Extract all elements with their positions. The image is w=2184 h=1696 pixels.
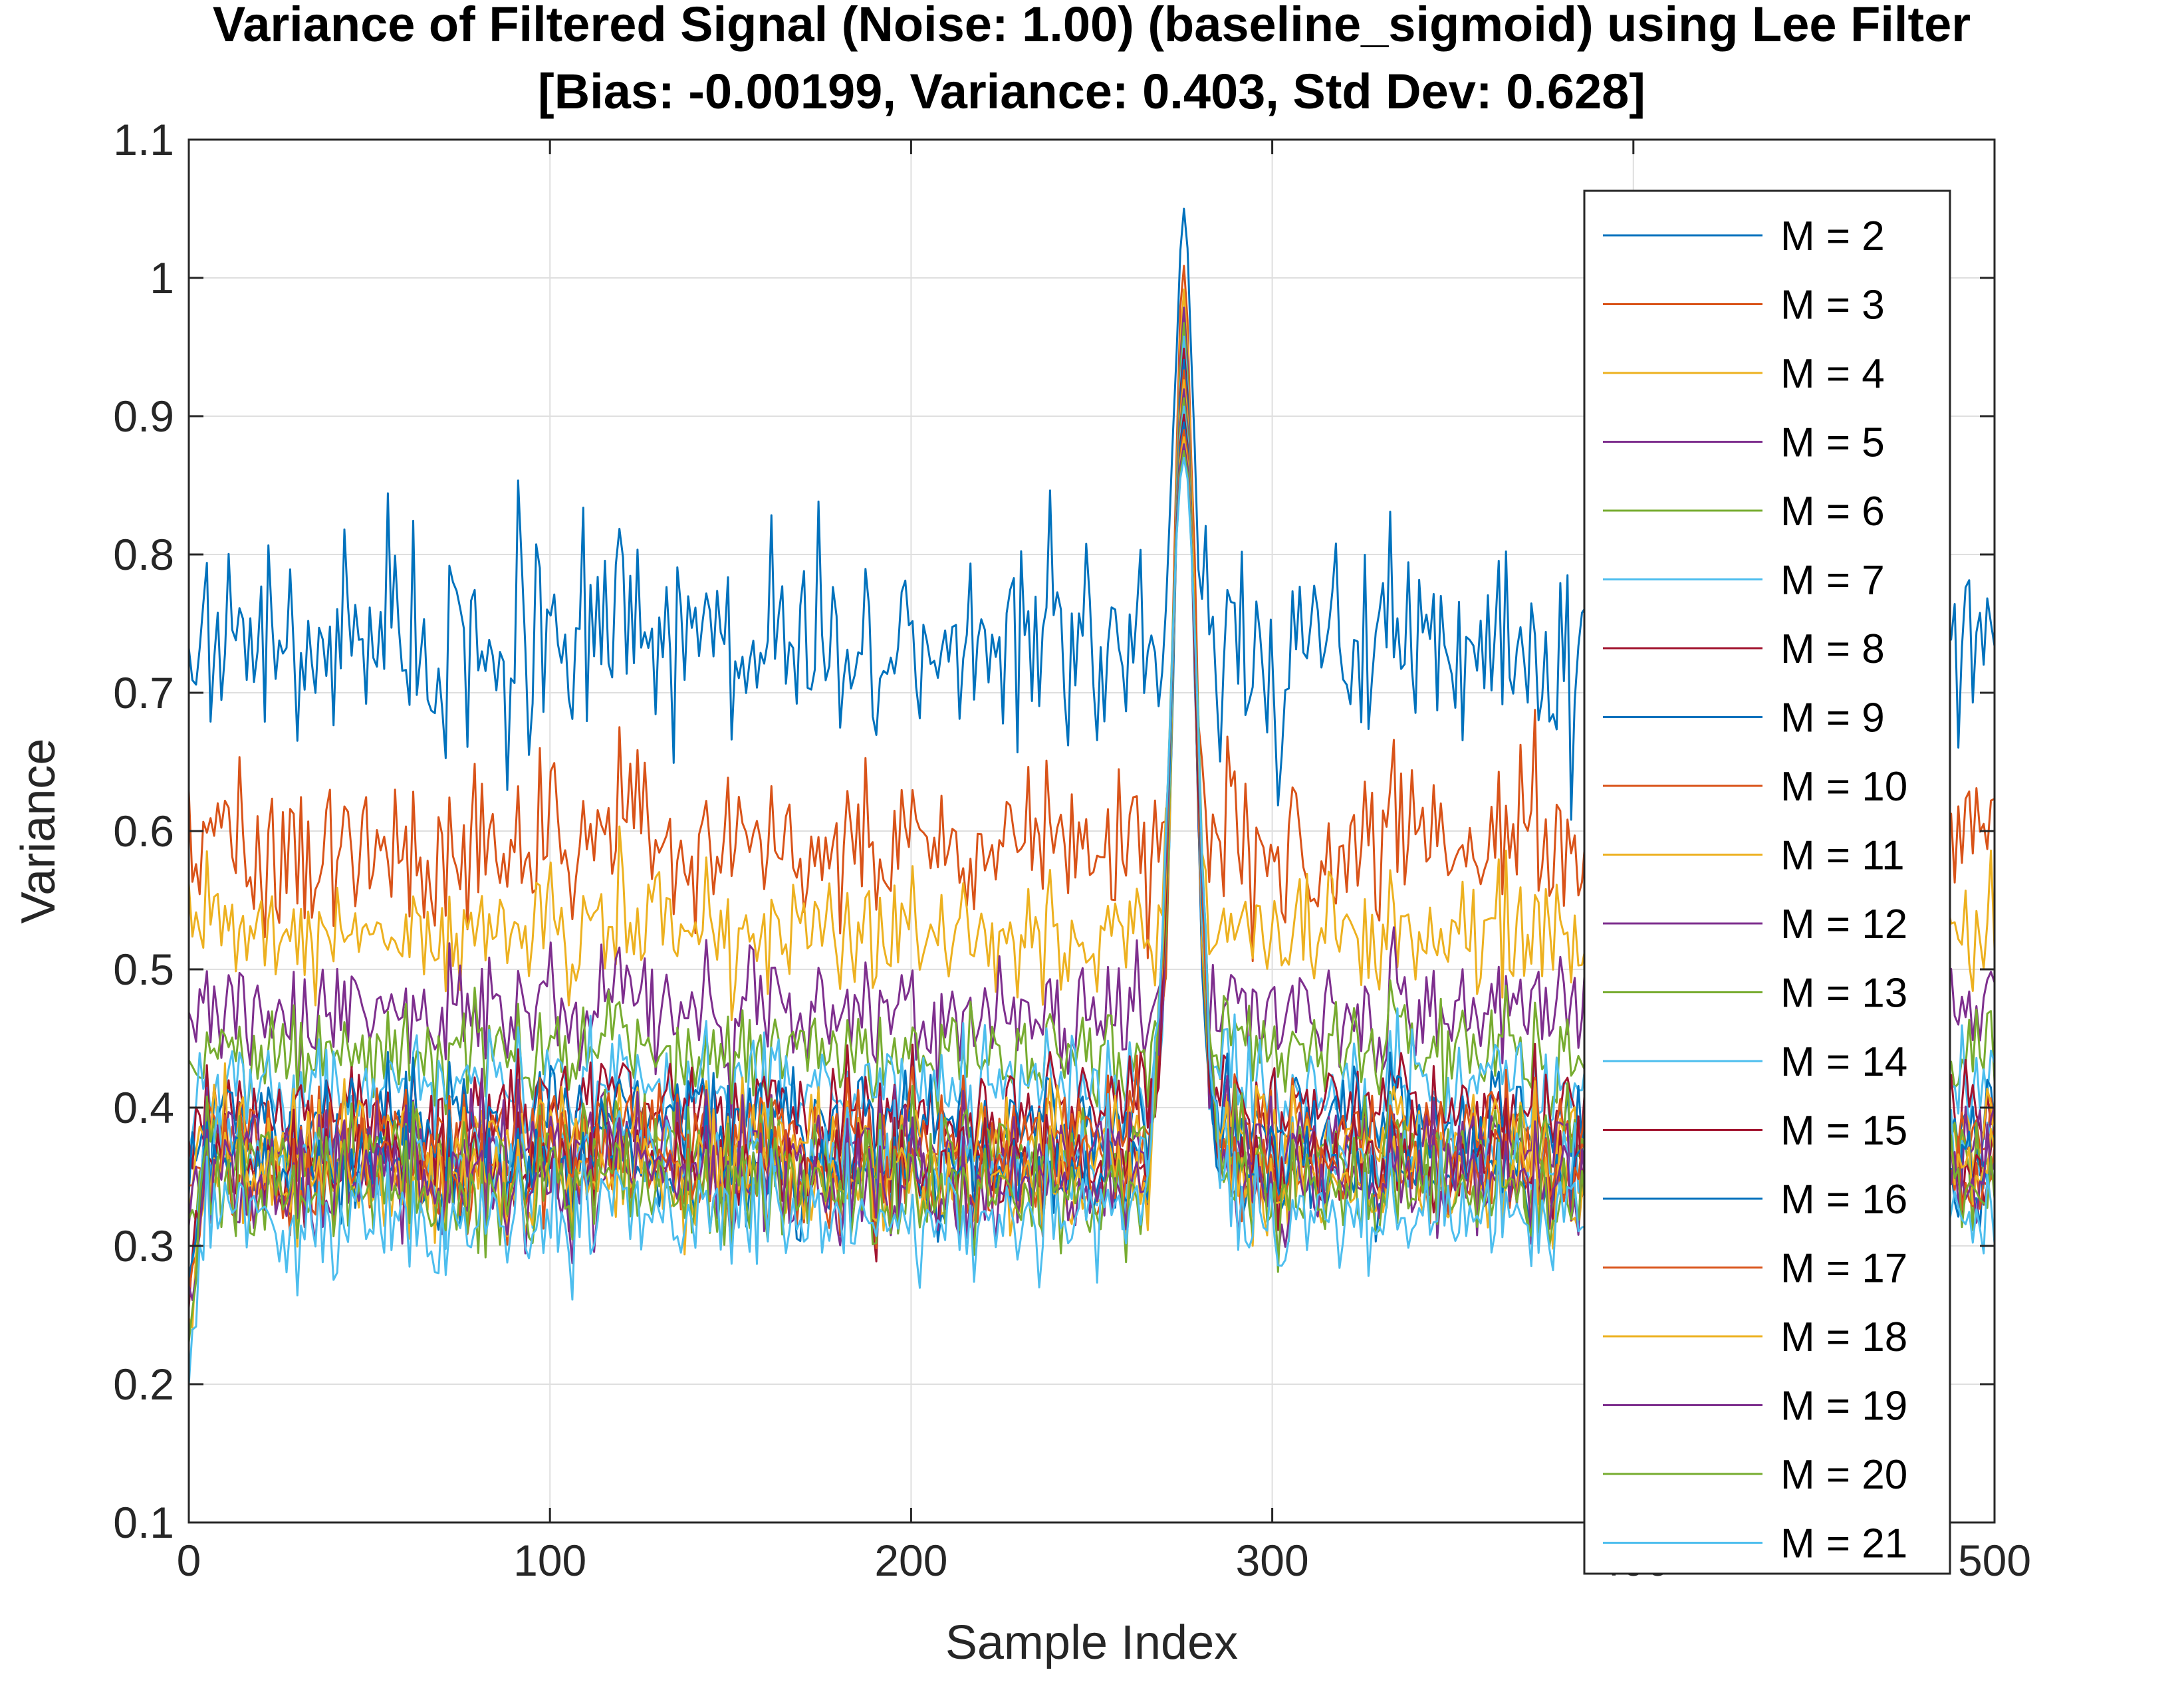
legend-entry-label: M = 16 <box>1780 1177 1907 1223</box>
chart-title-line-2: [Bias: -0.00199, Variance: 0.403, Std De… <box>538 64 1645 119</box>
legend-box <box>1583 189 1951 1575</box>
y-tick-label: 0.7 <box>113 668 174 717</box>
legend-entry-label: M = 19 <box>1780 1384 1907 1429</box>
legend-entry-label: M = 21 <box>1780 1521 1907 1567</box>
y-tick-label: 1.1 <box>113 115 174 164</box>
legend-entry-label: M = 17 <box>1780 1246 1907 1292</box>
y-tick-label: 0.9 <box>113 392 174 441</box>
y-tick-label: 0.4 <box>113 1083 174 1132</box>
legend-entry-label: M = 12 <box>1780 902 1907 947</box>
y-tick-label: 0.2 <box>113 1360 174 1409</box>
legend-entry-label: M = 18 <box>1780 1314 1907 1360</box>
axis-ticks: 01002003004005000.10.20.30.40.50.60.70.8… <box>113 115 2031 1585</box>
legend-entry-label: M = 14 <box>1780 1039 1907 1085</box>
legend-entry-label: M = 13 <box>1780 971 1907 1017</box>
legend-entry-label: M = 8 <box>1780 626 1885 672</box>
x-axis-label: Sample Index <box>945 1616 1238 1669</box>
chart-title-line-1: Variance of Filtered Signal (Noise: 1.00… <box>213 0 1971 52</box>
legend-entry-label: M = 10 <box>1780 764 1907 810</box>
y-tick-label: 0.3 <box>113 1221 174 1271</box>
y-tick-label: 0.5 <box>113 945 174 994</box>
x-tick-label: 200 <box>874 1536 947 1585</box>
x-tick-label: 100 <box>513 1536 586 1585</box>
y-tick-label: 0.1 <box>113 1498 174 1547</box>
x-tick-label: 0 <box>177 1536 201 1585</box>
legend-entry-label: M = 11 <box>1780 833 1905 879</box>
y-tick-label: 1 <box>150 253 174 303</box>
y-tick-label: 0.8 <box>113 530 174 579</box>
legend-entry-label: M = 5 <box>1780 420 1885 466</box>
legend-entry-label: M = 6 <box>1780 489 1885 535</box>
legend-entry-label: M = 2 <box>1780 213 1885 259</box>
x-tick-label: 300 <box>1236 1536 1309 1585</box>
legend-entry-label: M = 3 <box>1780 283 1885 328</box>
y-tick-label: 0.6 <box>113 806 174 856</box>
legend-entry-label: M = 9 <box>1780 695 1885 741</box>
legend-entry-label: M = 7 <box>1780 558 1885 604</box>
x-tick-label: 500 <box>1958 1536 2031 1585</box>
legend-entry-label: M = 4 <box>1780 351 1885 397</box>
legend: M = 2 M = 3 M = 4 M = 5 M = 6 M = 7 M = 8 M = 9… <box>1583 189 1951 1575</box>
legend-entry-label: M = 20 <box>1780 1452 1907 1498</box>
legend-entry-label: M = 15 <box>1780 1108 1907 1154</box>
y-axis-label: Variance <box>12 739 65 924</box>
